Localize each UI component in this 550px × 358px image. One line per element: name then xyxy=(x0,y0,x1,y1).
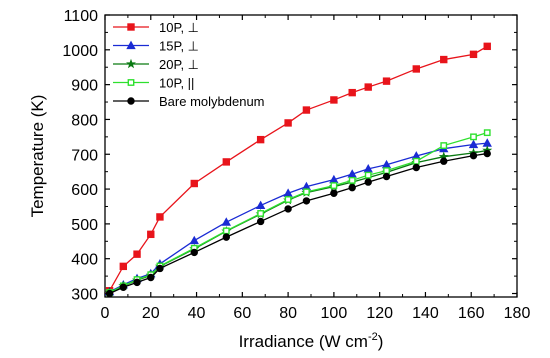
legend-label: 20P, ⊥ xyxy=(159,57,199,72)
y-tick-label: 400 xyxy=(71,252,98,269)
data-point xyxy=(330,96,338,104)
data-point xyxy=(364,83,372,91)
data-point xyxy=(412,157,420,165)
data-point xyxy=(119,283,128,291)
data-point xyxy=(468,139,479,149)
legend-label: 10P, || xyxy=(159,76,194,91)
series-4 xyxy=(105,149,491,298)
x-tick-label: 20 xyxy=(142,305,160,322)
data-point xyxy=(348,183,356,192)
x-tick-label: 80 xyxy=(279,305,297,322)
series-line xyxy=(109,149,488,294)
data-point xyxy=(256,135,265,144)
data-point xyxy=(190,179,198,188)
data-point xyxy=(119,262,128,271)
data-point xyxy=(189,235,199,245)
data-point xyxy=(221,217,232,226)
data-point xyxy=(302,197,311,205)
y-tick-label: 800 xyxy=(71,112,98,129)
series-line xyxy=(109,132,488,294)
y-tick-label: 500 xyxy=(71,217,98,234)
data-point xyxy=(222,227,230,235)
data-point xyxy=(440,157,448,165)
data-point xyxy=(382,172,391,181)
data-point xyxy=(156,213,164,221)
y-tick-label: 900 xyxy=(71,78,98,95)
axis-ticks: 0 20 40 60 80 100 120 140 160 180 300 400 500 600 700 8… xyxy=(62,8,530,322)
data-point xyxy=(284,196,292,203)
data-point xyxy=(470,133,477,141)
data-point xyxy=(190,248,198,257)
x-tick-label: 140 xyxy=(412,305,439,322)
data-point xyxy=(364,171,372,179)
data-point xyxy=(105,289,114,298)
legend-marker xyxy=(126,58,136,69)
legend-marker xyxy=(126,40,136,50)
x-tick-label: 40 xyxy=(188,305,206,322)
legend-marker xyxy=(127,79,135,86)
data-point xyxy=(303,188,310,196)
data-point xyxy=(383,167,390,175)
data-point xyxy=(348,88,356,97)
x-tick-label: 60 xyxy=(233,305,251,322)
data-point xyxy=(257,210,265,217)
data-point xyxy=(284,205,292,213)
y-tick-label: 1100 xyxy=(64,8,99,25)
x-tick-label: 160 xyxy=(458,305,485,322)
data-point xyxy=(330,182,338,189)
legend-label: 15P, ⊥ xyxy=(159,39,199,54)
legend-label: 10P, ⊥ xyxy=(159,20,199,35)
data-point xyxy=(284,119,292,127)
data-point xyxy=(222,233,231,241)
data-point xyxy=(483,129,491,137)
x-axis-title-tail: ) xyxy=(378,332,384,351)
data-point xyxy=(483,42,491,51)
x-tick-label: 0 xyxy=(101,305,110,322)
data-point xyxy=(133,250,141,258)
data-point xyxy=(156,264,164,273)
x-tick-label: 180 xyxy=(504,305,531,322)
legend-marker xyxy=(127,97,135,105)
data-point xyxy=(364,178,372,186)
series-2 xyxy=(104,145,493,297)
data-point xyxy=(412,163,420,172)
data-point xyxy=(483,149,491,158)
x-axis-title-main: Irradiance (W cm xyxy=(239,332,368,351)
data-point xyxy=(469,151,478,160)
data-point xyxy=(440,142,448,149)
x-tick-label: 100 xyxy=(321,305,348,322)
series-line xyxy=(109,152,488,295)
data-point xyxy=(330,189,338,197)
x-axis-title: Irradiance (W cm-2) xyxy=(239,331,384,351)
data-point xyxy=(440,55,448,64)
data-point xyxy=(133,278,141,287)
data-point xyxy=(482,138,492,147)
data-point xyxy=(147,230,155,239)
legend: 10P, ⊥ 15P, ⊥ 20P, ⊥ 10P, || Bare molybdenum xyxy=(113,20,265,109)
data-point xyxy=(222,158,231,166)
series-layer xyxy=(104,42,493,298)
data-point xyxy=(469,50,478,59)
x-axis-title-superscript: -2 xyxy=(368,331,378,343)
x-tick-label: 120 xyxy=(366,305,393,322)
y-tick-label: 600 xyxy=(71,182,98,199)
y-tick-label: 700 xyxy=(71,147,98,164)
series-line xyxy=(109,142,488,293)
legend-marker xyxy=(127,23,135,31)
data-point xyxy=(382,77,391,85)
legend-label: Bare molybdenum xyxy=(159,94,265,109)
y-axis-title: Temperature (K) xyxy=(28,95,47,218)
y-tick-label: 1000 xyxy=(62,43,98,60)
y-tick-label: 300 xyxy=(71,287,98,304)
data-point xyxy=(147,273,155,282)
data-point xyxy=(302,106,311,114)
data-point xyxy=(348,176,356,184)
data-point xyxy=(255,200,266,210)
data-point xyxy=(412,65,420,73)
data-point xyxy=(256,217,265,226)
